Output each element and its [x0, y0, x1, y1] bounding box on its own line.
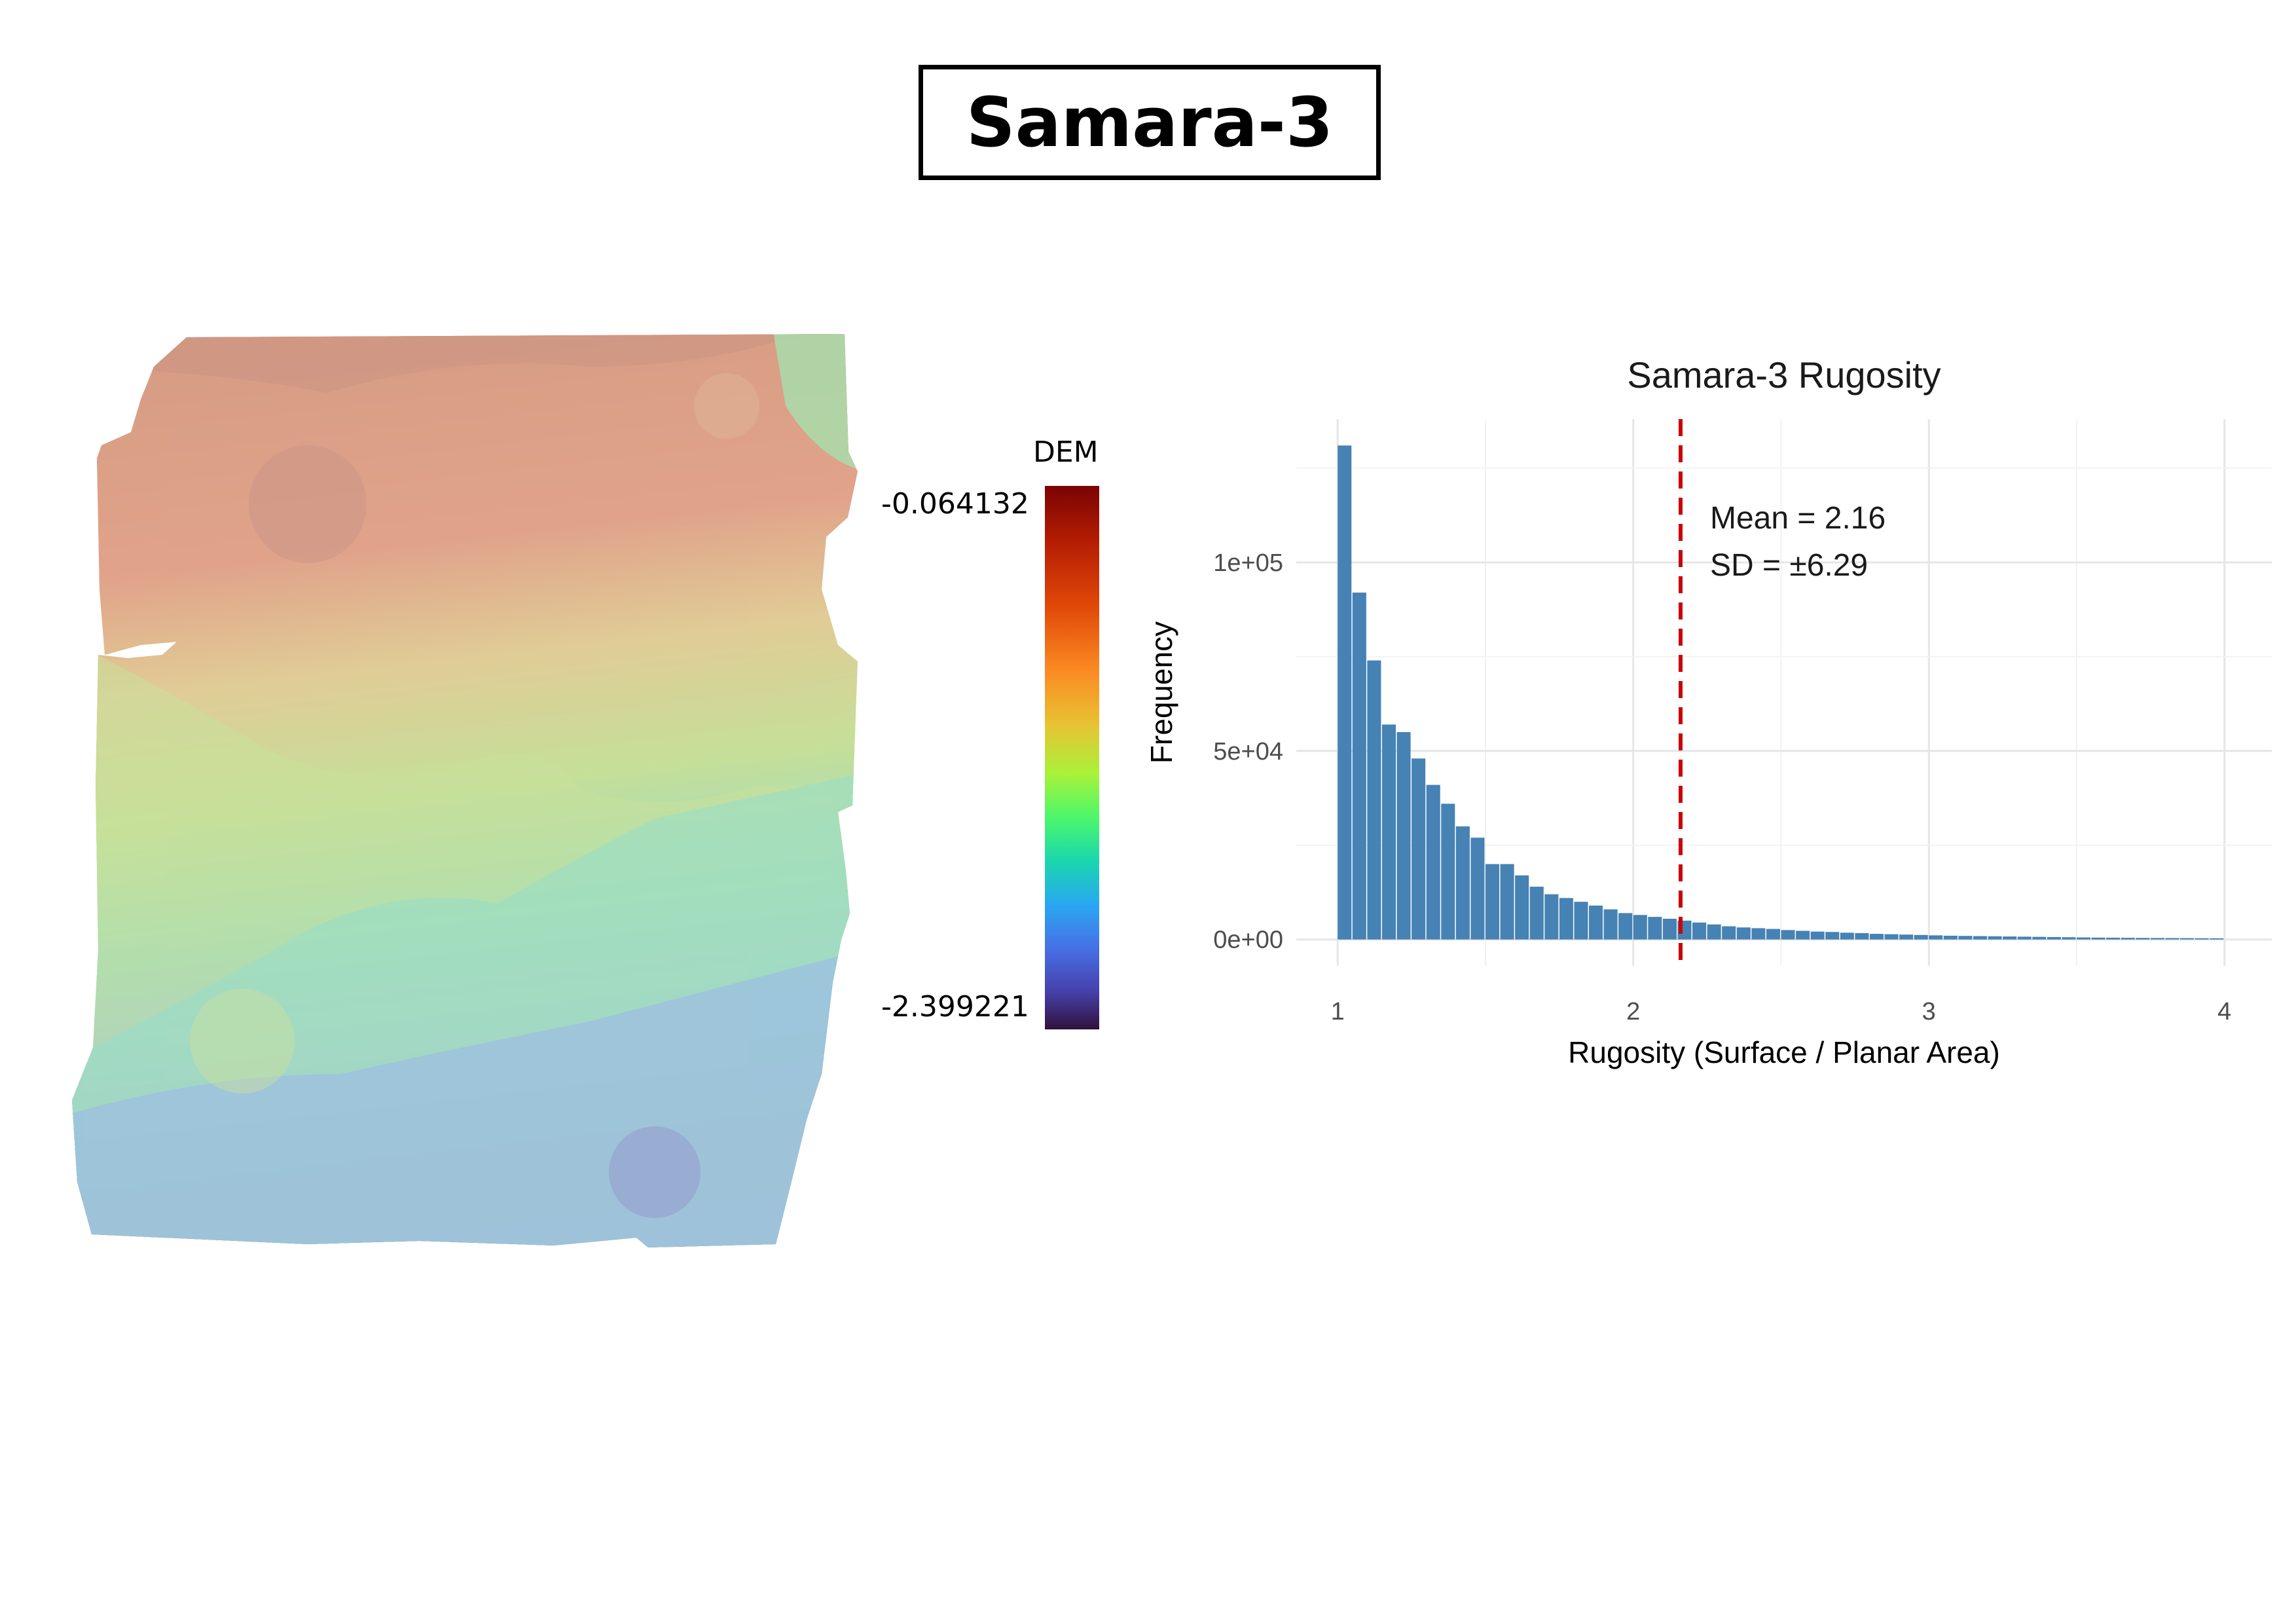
histogram-bar: [2165, 938, 2179, 940]
histogram-bar: [2077, 937, 2091, 940]
histogram-bar: [1781, 930, 1795, 940]
histogram-bar: [1603, 909, 1618, 940]
y-tick-label: 5e+04: [1213, 738, 1283, 766]
histogram-bar: [1751, 928, 1766, 940]
histogram-bar: [2195, 938, 2209, 940]
histogram-bar: [1396, 731, 1411, 940]
histogram-bar: [1589, 905, 1603, 940]
histogram-bar: [2017, 936, 2032, 940]
histogram-bar: [1574, 902, 1588, 940]
histogram-bar: [1707, 924, 1721, 940]
histogram-bar: [2150, 938, 2164, 940]
histogram-bar: [1529, 887, 1544, 940]
histogram-bar: [2121, 938, 2135, 940]
histogram-bar: [1869, 934, 1884, 940]
histogram-bar: [1988, 936, 2002, 940]
histogram-bar: [1825, 932, 1840, 940]
histogram-bar: [1515, 875, 1529, 940]
histogram-bar: [2062, 937, 2076, 940]
y-tick-label: 0e+00: [1213, 927, 1283, 954]
histogram-bar: [1899, 934, 1914, 940]
histogram-bar: [2210, 938, 2224, 940]
histogram-bar: [1796, 931, 1810, 940]
y-tick-label: 1e+05: [1213, 549, 1283, 577]
histogram-bars: [1338, 445, 2224, 940]
histogram-bar: [1692, 922, 1707, 940]
histogram-bar: [1662, 919, 1677, 940]
histogram-bar: [1855, 932, 1869, 940]
histogram-bar: [1352, 592, 1366, 940]
histogram-bar: [1648, 917, 1662, 940]
histogram-bar: [1618, 913, 1633, 940]
histogram-bar: [1426, 784, 1440, 940]
histogram-bar: [1973, 936, 1988, 940]
histogram-bar: [1914, 934, 1928, 940]
histogram-bar: [1958, 936, 1973, 940]
sd-annotation: SD = ±6.29: [1710, 548, 1868, 583]
histogram-bar: [2091, 937, 2105, 940]
histogram-bar: [1884, 934, 1899, 940]
x-tick-label: 1: [1331, 998, 1345, 1025]
histogram-bar: [1338, 445, 1352, 940]
histogram-bar: [1722, 926, 1736, 940]
histogram-bar: [2003, 936, 2017, 940]
histogram-bar: [1485, 864, 1500, 940]
y-tick-labels: 0e+00 5e+04 1e+05: [1213, 549, 1283, 954]
histogram-bar: [2136, 938, 2150, 940]
chart-title: Samara-3 Rugosity: [1627, 354, 1941, 396]
title-box: Samara-3: [919, 65, 1381, 180]
histogram-bar: [1736, 927, 1751, 940]
histogram-bar: [1929, 935, 1943, 940]
histogram-bar: [1943, 935, 1958, 940]
histogram-bar: [1810, 931, 1825, 940]
histogram-bar: [1500, 864, 1514, 940]
dem-colorbar: [1045, 486, 1099, 1029]
x-tick-label: 3: [1922, 998, 1936, 1025]
x-tick-label: 2: [1626, 998, 1640, 1025]
mean-annotation: Mean = 2.16: [1710, 501, 1886, 536]
histogram-bar: [1633, 915, 1647, 940]
histogram-bar: [1381, 724, 1396, 940]
dem-legend-min: -2.399221: [881, 990, 1029, 1024]
histogram-bar: [1455, 826, 1470, 940]
histogram-bar: [2180, 938, 2195, 940]
dem-legend-max: -0.064132: [881, 487, 1029, 521]
histogram-bar: [2032, 936, 2047, 940]
histogram-bar: [1840, 932, 1854, 940]
x-tick-labels: 1 2 3 4: [1331, 998, 2232, 1025]
rugosity-histogram: Mean = 2.16 SD = ±6.29 1 2 3 4 0e+00 5e+04 1e…: [1144, 354, 2272, 1069]
histogram-bar: [2106, 937, 2121, 940]
dem-map: [72, 334, 858, 1247]
histogram-bar: [1367, 660, 1381, 940]
histogram-bar: [1559, 898, 1573, 940]
x-tick-label: 4: [2217, 998, 2231, 1025]
x-axis-label: Rugosity (Surface / Planar Area): [1568, 1035, 2000, 1069]
histogram-bar: [1441, 803, 1455, 940]
histogram-bar: [2047, 936, 2061, 940]
histogram-bar: [1544, 894, 1559, 940]
dem-legend-title: DEM: [1033, 435, 1099, 469]
page-title: Samara-3: [966, 83, 1334, 162]
histogram-bar: [1412, 758, 1426, 940]
histogram-bar: [1470, 838, 1485, 940]
y-axis-label: Frequency: [1144, 621, 1178, 764]
histogram-bar: [1766, 929, 1780, 940]
